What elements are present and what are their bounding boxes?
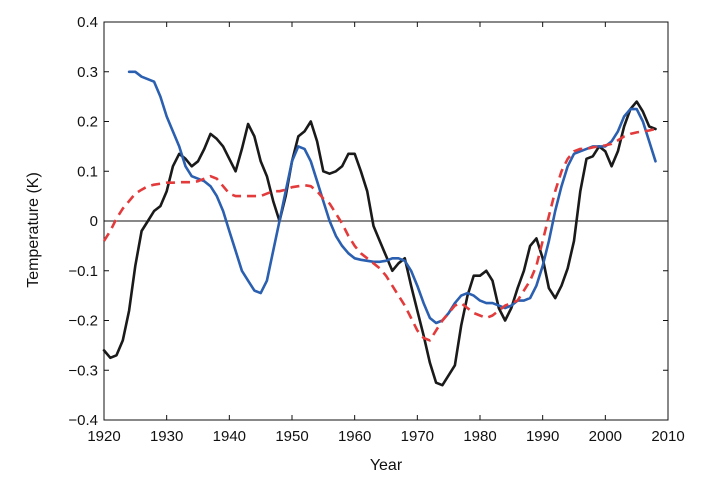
x-tick-label: 1920 xyxy=(87,428,120,445)
series-layer xyxy=(102,70,657,387)
y-tick-label: −0.2 xyxy=(68,313,98,330)
x-tick-label: 1930 xyxy=(150,428,183,445)
x-tick-label: 1970 xyxy=(401,428,434,445)
y-tick-label: 0.2 xyxy=(77,114,98,131)
y-axis-ticks: −0.4 −0.3 −0.2 −0.1 0 0.1 0.2 0.3 0.4 xyxy=(68,14,668,429)
x-tick-label: 1950 xyxy=(275,428,308,445)
x-tick-label: 2000 xyxy=(589,428,622,445)
y-tick-label: 0.4 xyxy=(77,14,98,31)
y-axis-label: Temperature (K) xyxy=(25,172,42,288)
x-tick-label: 1980 xyxy=(463,428,496,445)
black-series-line xyxy=(102,100,657,387)
blue-series-line xyxy=(127,70,657,325)
x-tick-label: 1940 xyxy=(213,428,246,445)
plot-body xyxy=(103,21,669,421)
x-tick-label: 1960 xyxy=(338,428,371,445)
y-tick-label: −0.3 xyxy=(68,362,98,379)
x-axis-ticks: 1920 1930 1940 1950 1960 1970 1980 1990 2000 2010 xyxy=(87,22,685,445)
y-tick-label: −0.1 xyxy=(68,263,98,280)
y-tick-label: −0.4 xyxy=(68,412,98,429)
x-tick-label: 2010 xyxy=(651,428,684,445)
y-tick-label: 0.1 xyxy=(77,163,98,180)
y-tick-label: 0 xyxy=(90,213,98,230)
y-tick-label: 0.3 xyxy=(77,64,98,81)
x-axis-label: Year xyxy=(370,457,403,474)
x-tick-label: 1990 xyxy=(526,428,559,445)
